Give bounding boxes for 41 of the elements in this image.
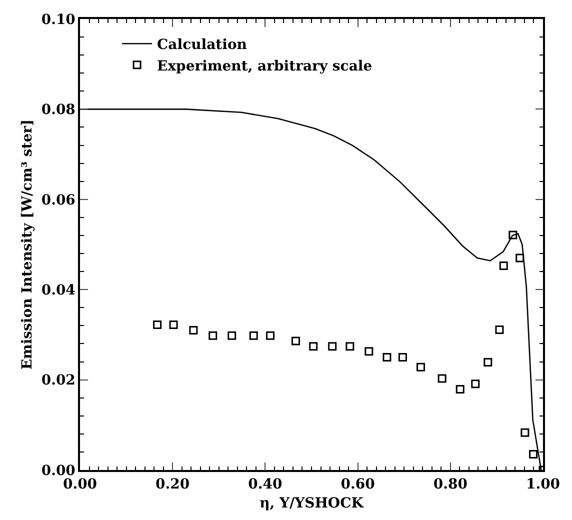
legend-label: Calculation: [157, 37, 247, 54]
point: [499, 261, 508, 270]
point: [292, 336, 300, 346]
y-axis-title: Emission Intensity [W/cm³ ster]: [19, 119, 36, 370]
y-tick-label: 0.00: [41, 462, 76, 479]
point: [529, 450, 538, 458]
point: [346, 342, 354, 351]
point: [416, 362, 426, 372]
point: [520, 428, 530, 437]
x-tick-label: 0.60: [340, 476, 376, 493]
point: [364, 347, 374, 356]
y-tick-label: 0.06: [41, 192, 76, 208]
point: [382, 353, 392, 362]
point: [516, 254, 524, 262]
y-tick-label: 0.02: [41, 372, 76, 389]
point: [309, 342, 318, 351]
point: [169, 320, 178, 330]
legend-label: Experiment, arbitrary scale: [157, 58, 372, 74]
x-tick-label: 0.20: [156, 476, 190, 493]
x-tick-label: 0.40: [248, 476, 282, 493]
y-tick-label: 0.08: [41, 102, 76, 118]
y-tick-label: 0.10: [41, 12, 76, 28]
point: [508, 230, 518, 240]
point: [328, 342, 337, 351]
point: [208, 331, 218, 340]
point: [249, 331, 258, 340]
point: [456, 385, 464, 394]
point: [495, 325, 504, 334]
x-tick-label: 0.00: [62, 476, 98, 493]
y-tick-label: 0.04: [41, 282, 76, 298]
point: [153, 320, 162, 330]
point: [471, 380, 480, 388]
point: [189, 326, 198, 334]
point: [484, 358, 492, 366]
point: [266, 331, 275, 340]
point: [398, 353, 407, 362]
x-tick-label: 0.80: [433, 476, 468, 493]
point: [438, 374, 446, 383]
x-tick-label: 1.00: [526, 476, 560, 493]
point: [228, 331, 236, 340]
x-axis-title: η, Y/YSHOCK: [260, 495, 364, 512]
